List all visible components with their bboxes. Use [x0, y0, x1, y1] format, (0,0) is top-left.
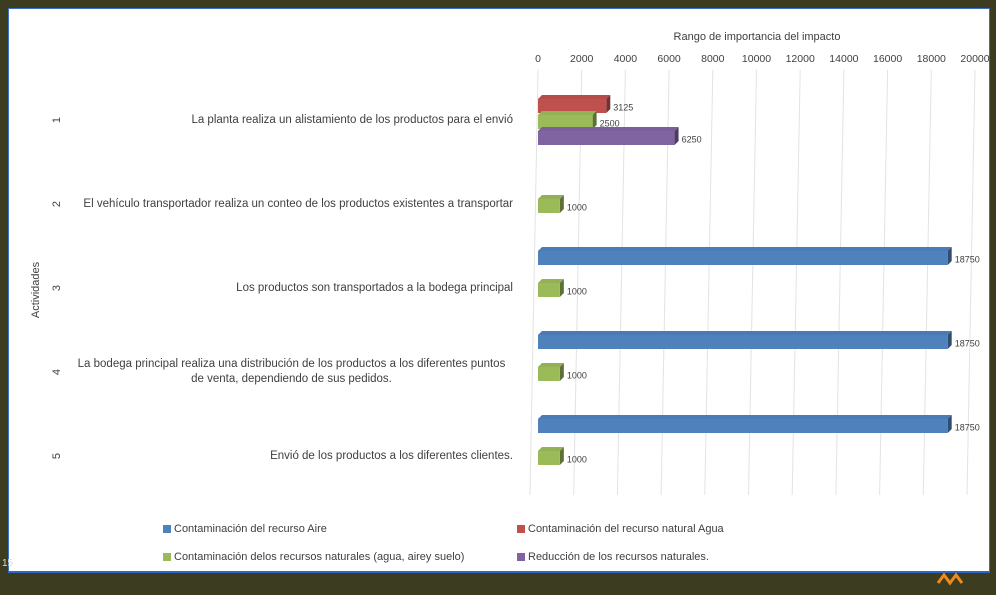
- x-tick-label: 14000: [829, 53, 858, 65]
- bar-side: [947, 415, 952, 433]
- bar-top: [538, 363, 564, 367]
- legend-swatch: [517, 525, 525, 533]
- slide-number: 15: [2, 558, 14, 569]
- bar-top: [538, 415, 952, 419]
- data-label: 18750: [955, 422, 980, 432]
- logo: [936, 572, 964, 586]
- data-label: 18750: [955, 254, 980, 264]
- bar-side: [559, 447, 564, 465]
- category-number: 3: [51, 285, 63, 291]
- category-number: 1: [51, 117, 63, 123]
- category-number: 2: [51, 201, 63, 207]
- x-tick-label: 12000: [786, 53, 815, 65]
- category-description: Envió de los productos a los diferentes …: [70, 426, 513, 486]
- grid-line: [966, 69, 976, 496]
- bar: [538, 131, 675, 145]
- bar-top: [538, 247, 952, 251]
- data-label: 18750: [955, 338, 980, 348]
- x-tick-label: 6000: [657, 53, 681, 65]
- category-description: La planta realiza un alistamiento de los…: [70, 90, 513, 150]
- x-tick-label: 4000: [614, 53, 638, 65]
- bar-top: [538, 195, 564, 199]
- legend-label: Contaminación delos recursos naturales (…: [174, 551, 464, 563]
- x-tick-label: 20000: [960, 53, 989, 65]
- legend-label: Contaminación del recurso Aire: [174, 523, 327, 535]
- bar-side: [559, 279, 564, 297]
- category-description: El vehículo transportador realiza un con…: [70, 174, 513, 234]
- bar: [538, 283, 560, 297]
- category-description-text: Envió de los productos a los diferentes …: [270, 449, 513, 462]
- bar-side: [559, 195, 564, 213]
- category-description-text: Los productos son transportados a la bod…: [236, 281, 513, 294]
- bar-side: [606, 95, 611, 113]
- x-tick-label: 2000: [570, 53, 594, 65]
- category-number: 4: [51, 369, 63, 375]
- category-number: 5: [51, 453, 63, 459]
- data-label: 6250: [682, 134, 702, 144]
- bar: [538, 335, 948, 349]
- bar: [538, 419, 948, 433]
- data-label: 1000: [567, 454, 587, 464]
- legend-swatch: [163, 525, 171, 533]
- bar-side: [559, 363, 564, 381]
- bar-top: [538, 279, 564, 283]
- bar-side: [592, 111, 597, 129]
- legend-swatch: [163, 553, 171, 561]
- y-axis-title: Actividades: [30, 261, 42, 318]
- bar-top: [538, 111, 597, 115]
- x-tick-label: 0: [535, 53, 541, 65]
- category-description: La bodega principal realiza una distribu…: [70, 342, 513, 402]
- x-axis-title: Rango de importancia del impacto: [674, 31, 841, 43]
- category-description-text: La planta realiza un alistamiento de los…: [191, 113, 513, 126]
- data-label: 1000: [567, 286, 587, 296]
- data-label: 3125: [613, 102, 633, 112]
- category-description: Los productos son transportados a la bod…: [70, 258, 513, 318]
- bar-side: [947, 331, 952, 349]
- bar-top: [538, 447, 564, 451]
- x-tick-label: 10000: [742, 53, 771, 65]
- bar: [538, 251, 948, 265]
- bar: [538, 451, 560, 465]
- x-tick-label: 8000: [701, 53, 725, 65]
- bar-side: [674, 127, 679, 145]
- data-label: 1000: [567, 370, 587, 380]
- bar-top: [538, 95, 611, 99]
- chart-frame: [8, 8, 990, 573]
- bar: [538, 367, 560, 381]
- bar-top: [538, 127, 679, 131]
- x-tick-label: 16000: [873, 53, 902, 65]
- bar-top: [538, 331, 952, 335]
- category-description-text: El vehículo transportador realiza un con…: [83, 197, 513, 210]
- bar: [538, 199, 560, 213]
- legend-swatch: [517, 553, 525, 561]
- x-tick-label: 18000: [917, 53, 946, 65]
- data-label: 2500: [600, 118, 620, 128]
- category-description-text: La bodega principal realiza una distribu…: [77, 358, 506, 385]
- data-label: 1000: [567, 202, 587, 212]
- bar: [538, 115, 593, 129]
- bar-side: [947, 247, 952, 265]
- legend-label: Reducción de los recursos naturales.: [528, 551, 709, 563]
- grid-line: [529, 69, 539, 496]
- legend-label: Contaminación del recurso natural Agua: [528, 523, 725, 535]
- bar: [538, 99, 607, 113]
